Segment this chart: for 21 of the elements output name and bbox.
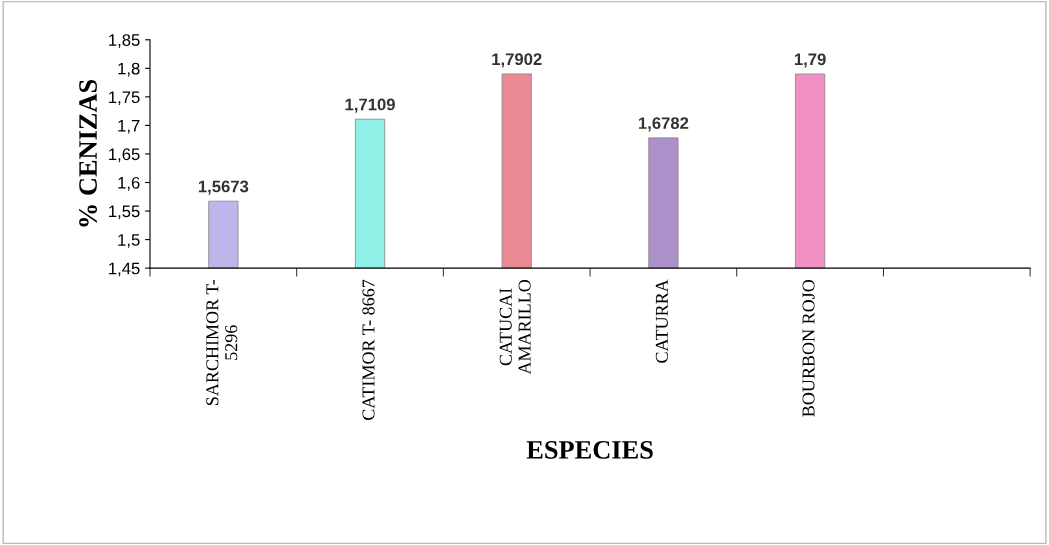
y-tick-label: 1,85 xyxy=(109,34,140,48)
x-tick-label: CATURRA xyxy=(655,279,668,363)
data-label: 1,7109 xyxy=(345,98,395,113)
x-tick-label: BOURBON ROJO xyxy=(802,280,815,417)
x-tick-label: CATUCAI AMARILLO xyxy=(499,279,531,375)
x-tick-label: CATIMOR T- 8667 xyxy=(362,279,375,420)
y-tick-label: 1,6 xyxy=(118,176,140,191)
data-label: 1,79 xyxy=(794,53,826,68)
y-tick-label: 1,55 xyxy=(109,205,140,220)
x-axis-title: ESPECIES xyxy=(526,441,653,459)
x-tick-label: SARCHIMOR T- 5296 xyxy=(206,279,238,405)
y-tick-label: 1,5 xyxy=(118,234,140,248)
y-tick-label: 1,75 xyxy=(109,91,140,106)
data-label: 1,7902 xyxy=(492,53,542,68)
data-label: 1,5673 xyxy=(198,180,249,195)
y-tick-label: 1,65 xyxy=(109,148,140,163)
data-label: 1,6782 xyxy=(638,117,689,132)
y-tick-label: 1,7 xyxy=(118,119,140,134)
y-axis-title: % CENIZAS xyxy=(79,79,98,227)
y-tick-label: 1,45 xyxy=(109,262,140,277)
y-tick-label: 1,8 xyxy=(118,62,140,77)
